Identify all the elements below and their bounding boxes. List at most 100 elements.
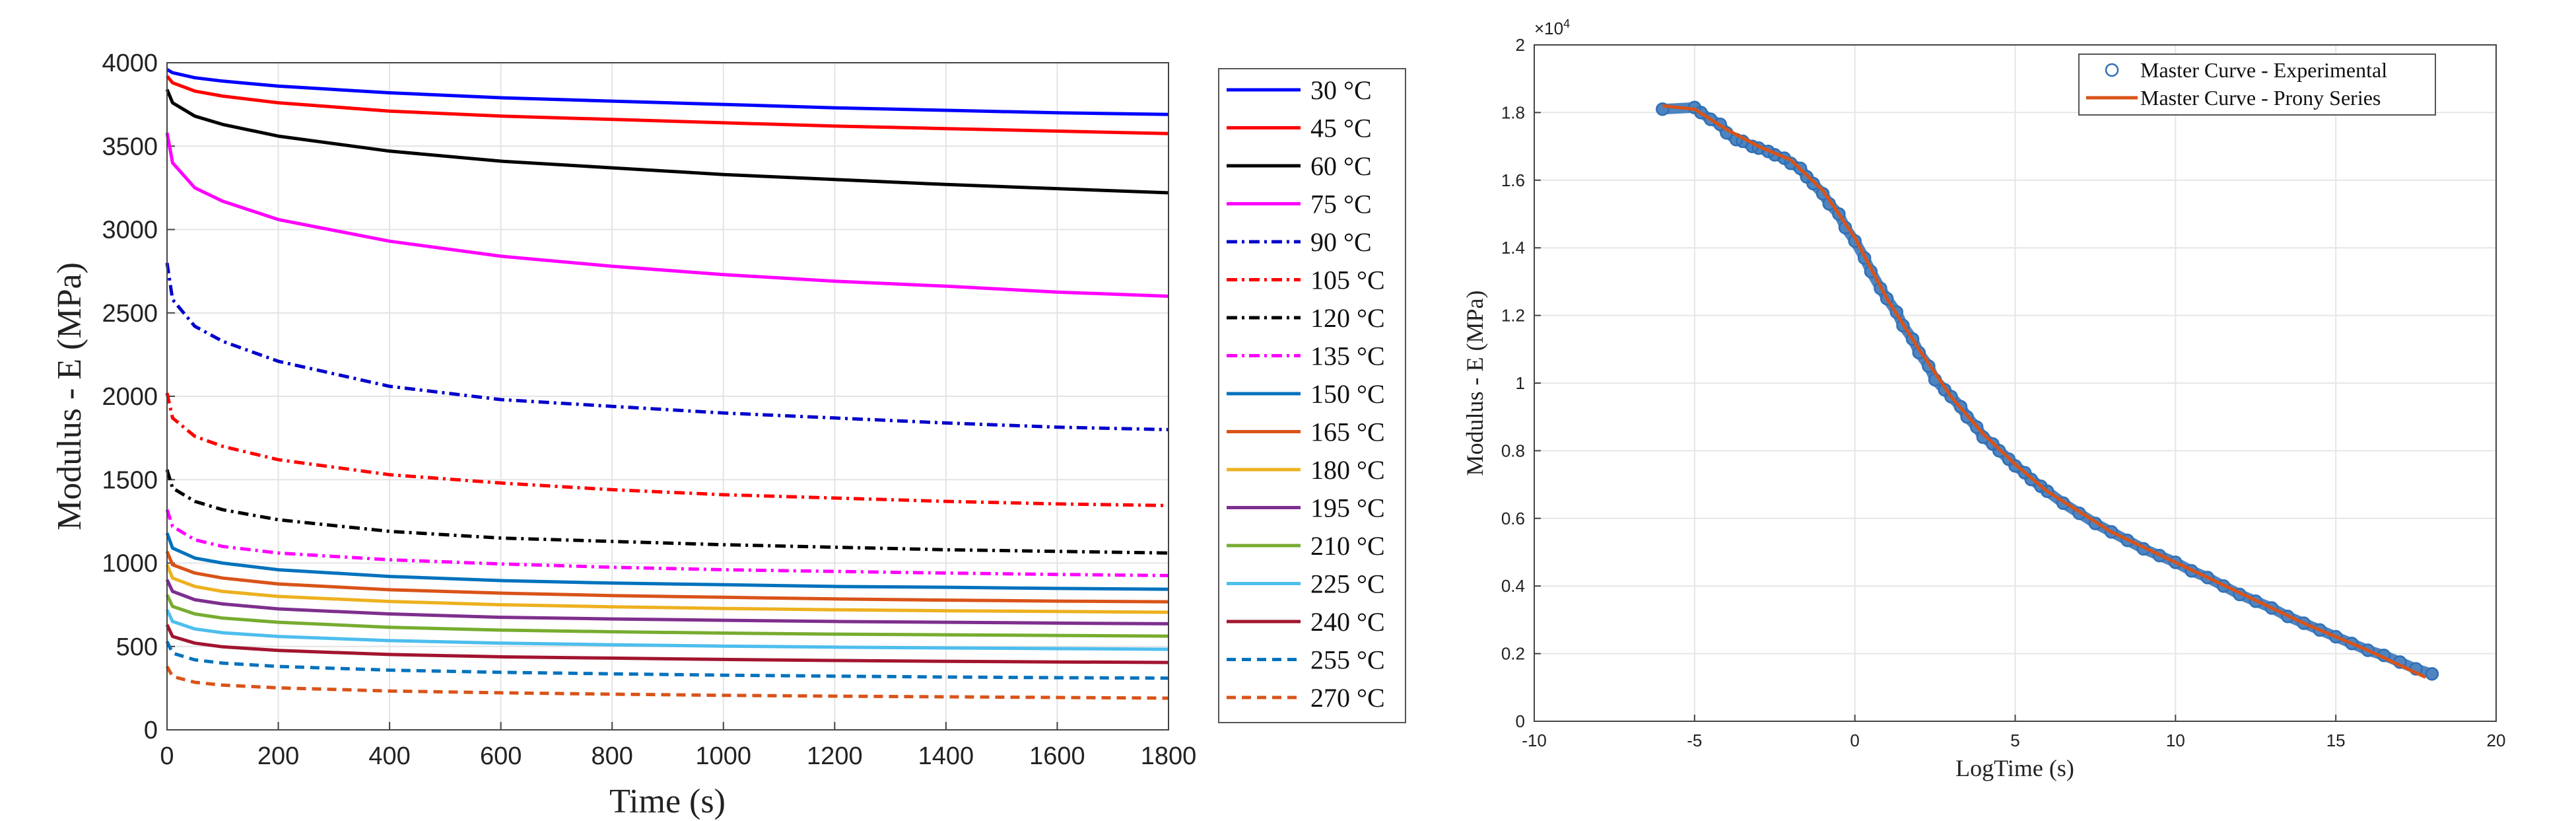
right-experimental-point (2024, 472, 2039, 487)
left-series-line-12 (165, 594, 1169, 638)
right-ytick-label: 0.8 (1501, 441, 1525, 460)
right-y-exponent: ×104 (1534, 17, 1570, 38)
left-xtick-label: 1400 (918, 742, 974, 770)
right-ytick-label: 1.2 (1501, 306, 1525, 326)
right-experimental-point (2088, 517, 2103, 530)
left-legend-label-10: 180 °C (1310, 455, 1385, 485)
right-y-exponent-power: 4 (1563, 17, 1570, 30)
right-experimental-point (1832, 207, 1846, 221)
left-series-line-9 (165, 550, 1169, 604)
left-legend: 30 °C 45 °C 60 °C 75 °C 90 °C 105 °C 120 °C 135… (1218, 68, 1406, 723)
right-xtick-label: 15 (2326, 731, 2346, 750)
right-legend-label-1: Master Curve - Prony Series (2140, 86, 2381, 110)
right-experimental-point (2152, 548, 2167, 563)
right-experimental-point (1889, 305, 1904, 319)
right-xtick-label: 0 (1850, 731, 1859, 750)
right-experimental-point (2361, 643, 2375, 657)
left-xtick-label: 1600 (1029, 742, 1085, 770)
left-series-line-1 (166, 75, 1169, 135)
left-legend-label-2: 60 °C (1310, 151, 1372, 181)
right-xtick-label: -10 (1522, 731, 1547, 750)
left-series-line-13 (165, 609, 1169, 651)
left-axes-frame (166, 62, 1169, 731)
left-ytick-label: 2000 (102, 383, 158, 411)
right-ytick-label: 1 (1516, 373, 1525, 393)
left-legend-label-3: 75 °C (1310, 190, 1372, 219)
right-experimental-point (1793, 161, 1808, 176)
right-experimental-point (2185, 563, 2198, 578)
left-legend-label-7: 135 °C (1310, 341, 1385, 371)
right-ytick-label: 0.6 (1501, 509, 1525, 528)
right-xtick-labels: -10 -5 0 5 10 15 20 (1522, 731, 2505, 750)
right-experimental-point (2328, 629, 2343, 644)
left-series-line-8 (165, 532, 1169, 591)
left-legend-label-16: 270 °C (1310, 683, 1385, 713)
right-experimental-point (1815, 187, 1830, 201)
right-experimental-point (2120, 533, 2134, 548)
right-experimental-point (2425, 667, 2439, 681)
left-series-line-2 (165, 89, 1169, 195)
right-ytick-label: 1.8 (1501, 102, 1525, 122)
right-experimental-point (2072, 506, 2086, 520)
left-legend-box (1218, 68, 1406, 723)
right-experimental-point (2345, 636, 2359, 651)
left-ytick-label: 500 (116, 633, 158, 661)
right-experimental-point (1953, 400, 1968, 414)
left-legend-label-15: 255 °C (1310, 645, 1385, 675)
right-experimental-point (1992, 444, 2006, 458)
right-experimental-point (1880, 291, 1894, 306)
left-series-line-4 (165, 262, 1169, 431)
right-ytick-label: 0.4 (1501, 576, 1525, 596)
right-experimental-point (2249, 594, 2263, 608)
right-xtick-label: -5 (1687, 731, 1702, 750)
left-legend-label-12: 210 °C (1310, 531, 1385, 561)
left-y-axis-label: Modulus - E (MPa) (51, 262, 88, 530)
left-legend-label-8: 150 °C (1310, 379, 1385, 409)
left-xtick-label: 800 (592, 742, 633, 770)
right-ytick-label: 2 (1516, 35, 1525, 55)
right-xtick-label: 20 (2487, 731, 2506, 750)
right-experimental-point (2313, 623, 2327, 637)
left-series-line-11 (165, 579, 1169, 625)
right-experimental-point (1905, 332, 1920, 346)
left-ytick-label: 2500 (102, 300, 158, 328)
left-legend-label-4: 90 °C (1310, 227, 1372, 257)
right-experimental-point (2216, 579, 2231, 593)
right-experimental-point (1944, 390, 1958, 404)
right-experimental-point (1694, 106, 1708, 120)
right-experimental-point (1874, 281, 1887, 295)
left-series-group (165, 67, 1169, 700)
right-chart: -10 -5 0 5 10 15 20 0 0.2 0.4 0.6 0.8 1 1.2 1.4 1.6 1.8… (1462, 17, 2505, 781)
right-experimental-point (2297, 616, 2311, 630)
left-series-line-15 (165, 641, 1169, 680)
right-experimental-point (2056, 496, 2070, 511)
left-ytick-label: 0 (144, 717, 158, 744)
right-legend-box (2078, 54, 2436, 116)
right-experimental-point (1857, 251, 1872, 265)
left-legend-label-13: 225 °C (1310, 569, 1385, 599)
left-ytick-label: 1500 (102, 466, 158, 494)
right-legend-swatch-0 (2105, 63, 2119, 77)
right-ytick-label: 0.2 (1501, 644, 1525, 664)
left-series-line-5 (165, 392, 1169, 507)
right-xtick-label: 5 (2010, 731, 2019, 750)
right-experimental-point (2104, 525, 2118, 539)
left-legend-label-0: 30 °C (1310, 75, 1372, 105)
right-experimental-point (1713, 118, 1727, 131)
left-legend-label-14: 240 °C (1310, 607, 1385, 637)
right-legend-label-0: Master Curve - Experimental (2140, 58, 2387, 82)
right-ytick-labels: 0 0.2 0.4 0.6 0.8 1 1.2 1.4 1.6 1.8 2 (1501, 35, 1525, 731)
left-series-line-16 (165, 665, 1169, 700)
right-experimental-point (2200, 571, 2215, 585)
right-experimental-point (1960, 410, 1974, 424)
left-ytick-label: 1000 (102, 550, 158, 578)
left-legend-label-5: 105 °C (1310, 266, 1385, 295)
right-experimental-point (2040, 484, 2054, 499)
right-ytick-label: 1.4 (1501, 238, 1525, 258)
left-legend-label-9: 165 °C (1310, 417, 1385, 447)
left-chart: 0 200 400 600 800 1000 1200 1400 1600 1800 0 500 10… (51, 50, 1406, 820)
right-experimental-point (2169, 555, 2183, 569)
right-x-axis-label: LogTime (s) (1955, 755, 2074, 781)
right-experimental-point (2264, 601, 2279, 615)
right-experimental-point (1969, 420, 1984, 434)
